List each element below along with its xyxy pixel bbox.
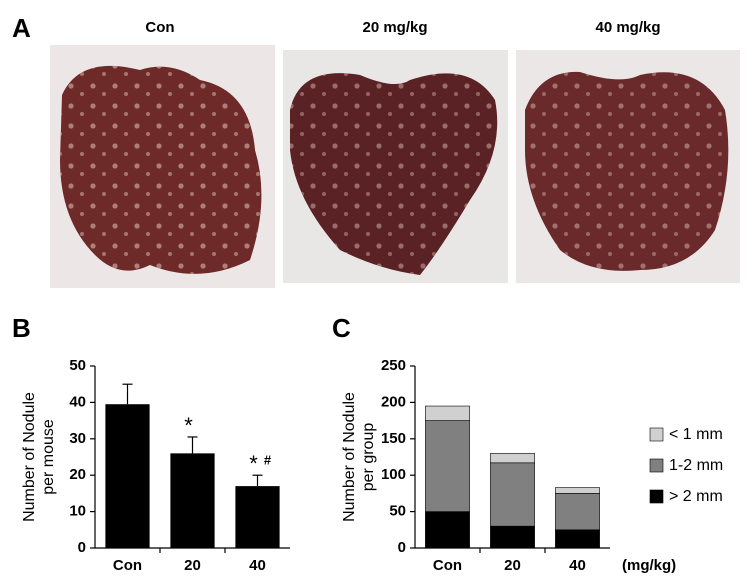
- x-axis-unit: (mg/kg): [622, 557, 676, 574]
- photo: [50, 45, 275, 288]
- y-axis-label: per mouse: [40, 419, 57, 495]
- y-tick-label: 150: [381, 430, 406, 447]
- x-tick-label: 20: [184, 557, 201, 574]
- panel-label: A: [12, 13, 31, 43]
- x-tick-label: Con: [433, 557, 462, 574]
- bar: [105, 404, 150, 548]
- legend-label: > 2 mm: [669, 488, 723, 505]
- legend-label: < 1 mm: [669, 426, 723, 443]
- y-tick-label: 200: [381, 393, 406, 410]
- bar-segment: [490, 453, 535, 464]
- y-tick-label: 0: [398, 539, 406, 556]
- bar-segment: [555, 487, 600, 494]
- photo: [516, 50, 740, 283]
- y-tick-label: 100: [381, 466, 406, 483]
- y-tick-label: 250: [381, 357, 406, 374]
- significance-mark: *: [249, 451, 258, 476]
- bar-segment: [425, 420, 470, 512]
- y-axis-label: Number of Nodule: [21, 392, 38, 522]
- bar-segment: [425, 405, 470, 421]
- y-tick-label: 0: [78, 539, 86, 556]
- y-axis-label: per group: [360, 423, 377, 492]
- legend-swatch: [649, 458, 664, 473]
- bar-segment: [490, 525, 535, 549]
- significance-mark: #: [264, 453, 272, 468]
- panel-label: C: [332, 313, 351, 343]
- bar-segment: [490, 462, 535, 527]
- photo-caption: 40 mg/kg: [595, 19, 660, 36]
- bar-segment: [555, 493, 600, 531]
- bar-segment: [425, 511, 470, 549]
- y-axis-label: Number of Nodule: [341, 392, 358, 522]
- x-tick-label: 20: [504, 557, 521, 574]
- x-tick-label: 40: [249, 557, 266, 574]
- legend-label: 1-2 mm: [669, 457, 723, 474]
- y-tick-label: 30: [69, 430, 86, 447]
- y-tick-label: 50: [389, 503, 406, 520]
- photo-caption: 20 mg/kg: [362, 19, 427, 36]
- photo-caption: Con: [145, 19, 174, 36]
- x-tick-label: Con: [113, 557, 142, 574]
- y-tick-label: 50: [69, 357, 86, 374]
- y-tick-label: 20: [69, 466, 86, 483]
- bar: [170, 453, 215, 548]
- bar-segment: [555, 529, 600, 549]
- significance-mark: *: [184, 413, 193, 438]
- legend-swatch: [649, 489, 664, 504]
- y-tick-label: 40: [69, 393, 86, 410]
- legend-swatch: [649, 427, 664, 442]
- error-bar: [252, 474, 263, 487]
- error-bar: [187, 436, 198, 454]
- panel-label: B: [12, 313, 31, 343]
- error-bar: [122, 383, 133, 405]
- x-tick-label: 40: [569, 557, 586, 574]
- bar: [235, 486, 280, 548]
- y-tick-label: 10: [69, 503, 86, 520]
- photo: [283, 50, 508, 283]
